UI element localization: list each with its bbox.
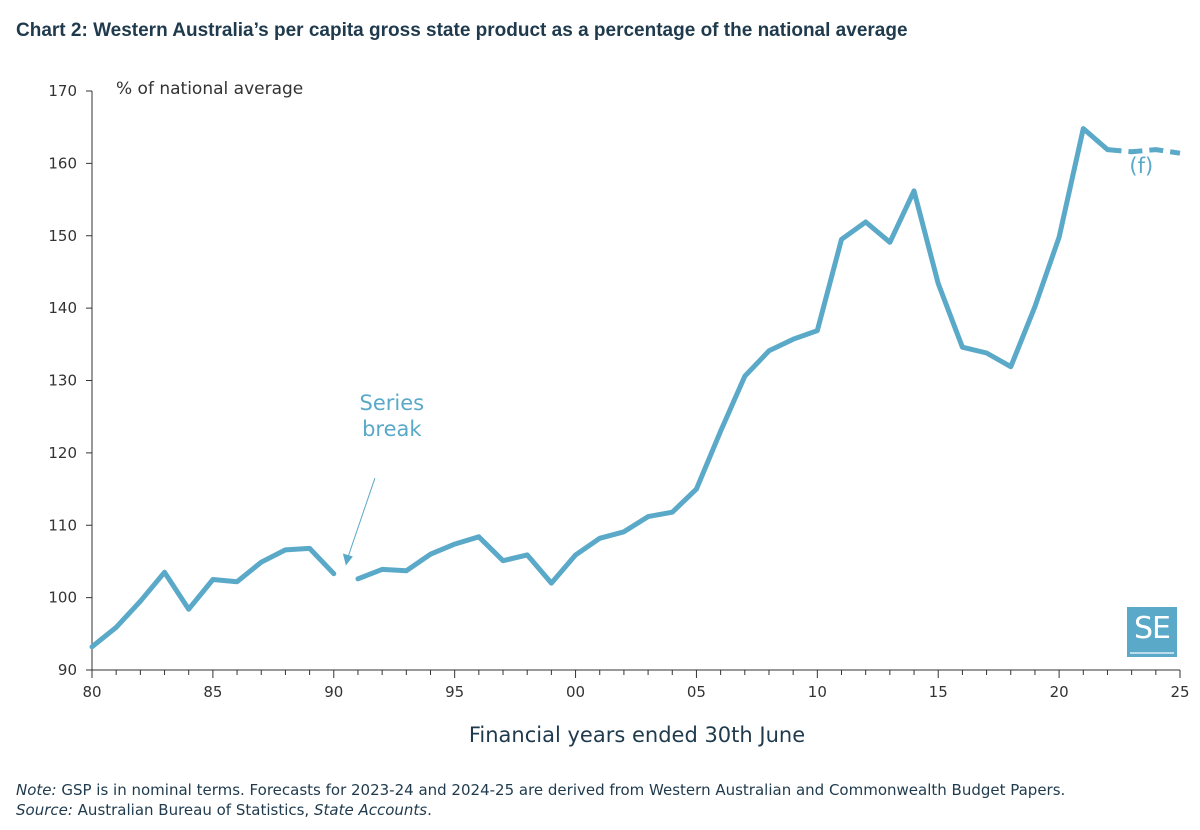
x-axis-title: Financial years ended 30th June — [469, 723, 805, 747]
series-break-label-line1: Series — [360, 391, 425, 415]
series-line-2 — [355, 126, 1110, 586]
y-tick-label: 100 — [48, 589, 77, 607]
y-tick-label: 130 — [48, 372, 77, 390]
x-tick-label: 25 — [1170, 683, 1189, 701]
y-axis: 90 100 110 120 130 140 150 160 170 — [48, 82, 93, 679]
series-break-arrow-head — [342, 553, 353, 566]
source-text: Australian Bureau of Statistics, — [72, 801, 314, 819]
forecast-label: (f) — [1129, 154, 1153, 178]
x-axis: 80 85 90 95 00 05 10 15 20 25 — [82, 669, 1190, 701]
note-label: Note: — [16, 781, 57, 799]
note-line: Note: GSP is in nominal terms. Forecasts… — [16, 780, 1065, 800]
source-label: Source: — [16, 801, 73, 819]
y-tick-label: 170 — [48, 82, 77, 100]
x-tick-label: 15 — [929, 683, 948, 701]
source-line: Source: Australian Bureau of Statistics,… — [16, 800, 1065, 820]
x-tick-label: 20 — [1050, 683, 1069, 701]
y-tick-label: 120 — [48, 444, 77, 462]
series-layer — [89, 126, 1181, 650]
x-tick-label: 10 — [808, 683, 827, 701]
x-tick-label: 85 — [203, 683, 222, 701]
x-tick-label: 90 — [324, 683, 343, 701]
note-text: GSP is in nominal terms. Forecasts for 2… — [56, 781, 1066, 799]
y-tick-label: 160 — [48, 154, 77, 172]
chart-title: Chart 2: Western Australia’s per capita … — [16, 20, 908, 41]
y-tick-label: 110 — [48, 516, 77, 534]
se-logo-icon: SE — [1127, 607, 1177, 657]
source-publication: State Accounts — [313, 801, 428, 819]
y-tick-label: 150 — [48, 227, 77, 245]
series-break-arrow-line — [347, 478, 376, 558]
logo-fineprint — [1130, 652, 1174, 654]
source-end: . — [427, 801, 432, 819]
y-tick-label: 90 — [58, 661, 77, 679]
series-break-label-line2: break — [362, 417, 422, 441]
y-axis-unit-label: % of national average — [116, 79, 303, 99]
x-tick-label: 80 — [82, 683, 101, 701]
series-line-1 — [89, 545, 337, 650]
x-tick-label: 05 — [687, 683, 706, 701]
y-tick-label: 140 — [48, 299, 77, 317]
forecast-line — [1107, 147, 1181, 156]
chart-notes: Note: GSP is in nominal terms. Forecasts… — [16, 780, 1065, 820]
x-tick-label: 95 — [445, 683, 464, 701]
logo-text: SE — [1134, 611, 1171, 646]
x-tick-label: 00 — [566, 683, 585, 701]
line-chart: 90 100 110 120 130 140 150 160 170 80 85 90 95 00 05 1… — [48, 79, 1190, 747]
